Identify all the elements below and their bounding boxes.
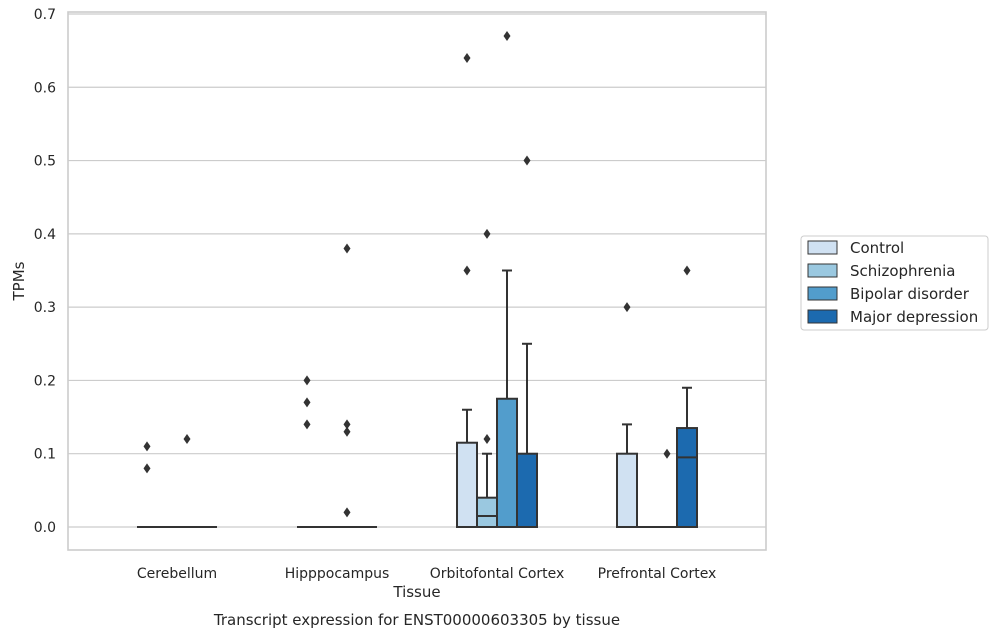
outlier-point [303,375,311,386]
outlier-point [523,155,531,166]
outlier-point [623,302,631,313]
legend-items: Control Schizophrenia Bipolar disorder Majo… [807,239,978,326]
y-tick-label: 0.3 [34,300,56,316]
y-tick-label: 0.6 [34,80,56,96]
outlier-point [303,419,311,430]
outlier-point [183,434,191,445]
x-tick-label: Cerebellum [137,566,217,582]
box-control [456,408,478,528]
y-tick-label: 0.2 [34,373,56,389]
legend-swatch [807,240,838,255]
legend-label: Bipolar disorder [850,285,970,303]
y-tick-label: 0.1 [34,447,56,463]
y-tick-label: 0.4 [34,227,56,243]
x-axis-title: Tissue [392,583,440,601]
y-tick-label: 0.0 [34,520,56,536]
legend-swatch [807,286,838,301]
x-tick-labels: Cerebellum Hipppocampus Orbitofontal Corte… [137,566,716,582]
box-body [496,397,518,528]
y-tick-labels: 0.0 0.1 0.2 0.3 0.4 0.5 0.6 0.7 [34,7,56,536]
outlier-point [303,397,311,408]
outlier-point [143,463,151,474]
legend-frame [800,235,989,331]
outlier-point [683,265,691,276]
outlier-point [143,441,151,452]
legend-label: Control [850,239,904,257]
y-tick-label: 0.7 [34,7,56,23]
box-bipolar-disorder [496,269,518,528]
box-major-depression [516,342,538,528]
box-major-depression [676,386,698,528]
outlier-point [343,419,351,430]
box-control [616,423,638,528]
legend-label: Schizophrenia [850,262,955,280]
outlier-point [343,426,351,437]
box-plots [137,269,698,528]
outlier-point [503,30,511,41]
plot-frame [67,11,767,551]
box-body [456,441,478,528]
outlier-points [143,30,691,518]
x-tick-label: Orbitofontal Cortex [430,566,565,582]
outlier-point [483,228,491,239]
outlier-point [483,434,491,445]
outlier-point [463,52,471,63]
outlier-point [343,243,351,254]
box-body [476,496,498,528]
legend: Control Schizophrenia Bipolar disorder Majo… [800,235,989,331]
box-schizophrenia [476,452,498,528]
outlier-point [343,507,351,518]
x-tick-label: Prefrontal Cortex [598,566,717,582]
box-body [676,427,698,528]
chart-caption: Transcript expression for ENST0000060330… [213,611,620,629]
legend-swatch [807,309,838,324]
y-tick-label: 0.5 [34,154,56,170]
y-axis-title: TPMs [10,261,28,301]
legend-swatch [807,263,838,278]
outlier-point [463,265,471,276]
outlier-point [663,448,671,459]
box-body [616,452,638,528]
box-body [516,452,538,528]
legend-label: Major depression [850,308,978,326]
x-tick-label: Hipppocampus [285,566,390,582]
